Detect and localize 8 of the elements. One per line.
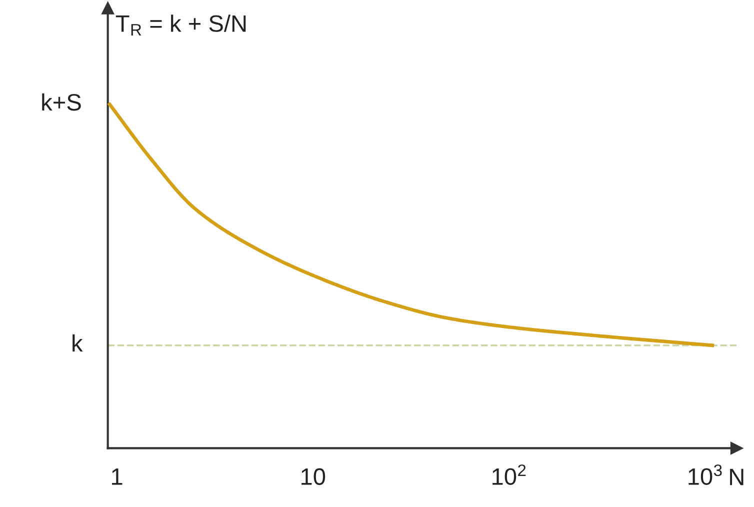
x-tick-label: 10 — [302, 468, 326, 485]
x-tick-label: 10$^{2}$ — [492, 464, 526, 485]
annotation: k+S — [42, 93, 81, 111]
x-tick-label: 10$^{3}$ — [688, 464, 722, 485]
y-axis-title: T$_{R}$ = k + S/N — [116, 14, 246, 36]
x-axis-title: N — [730, 468, 744, 486]
x-tick-label: 1 — [112, 468, 122, 485]
ref-line-label: k — [72, 334, 83, 352]
